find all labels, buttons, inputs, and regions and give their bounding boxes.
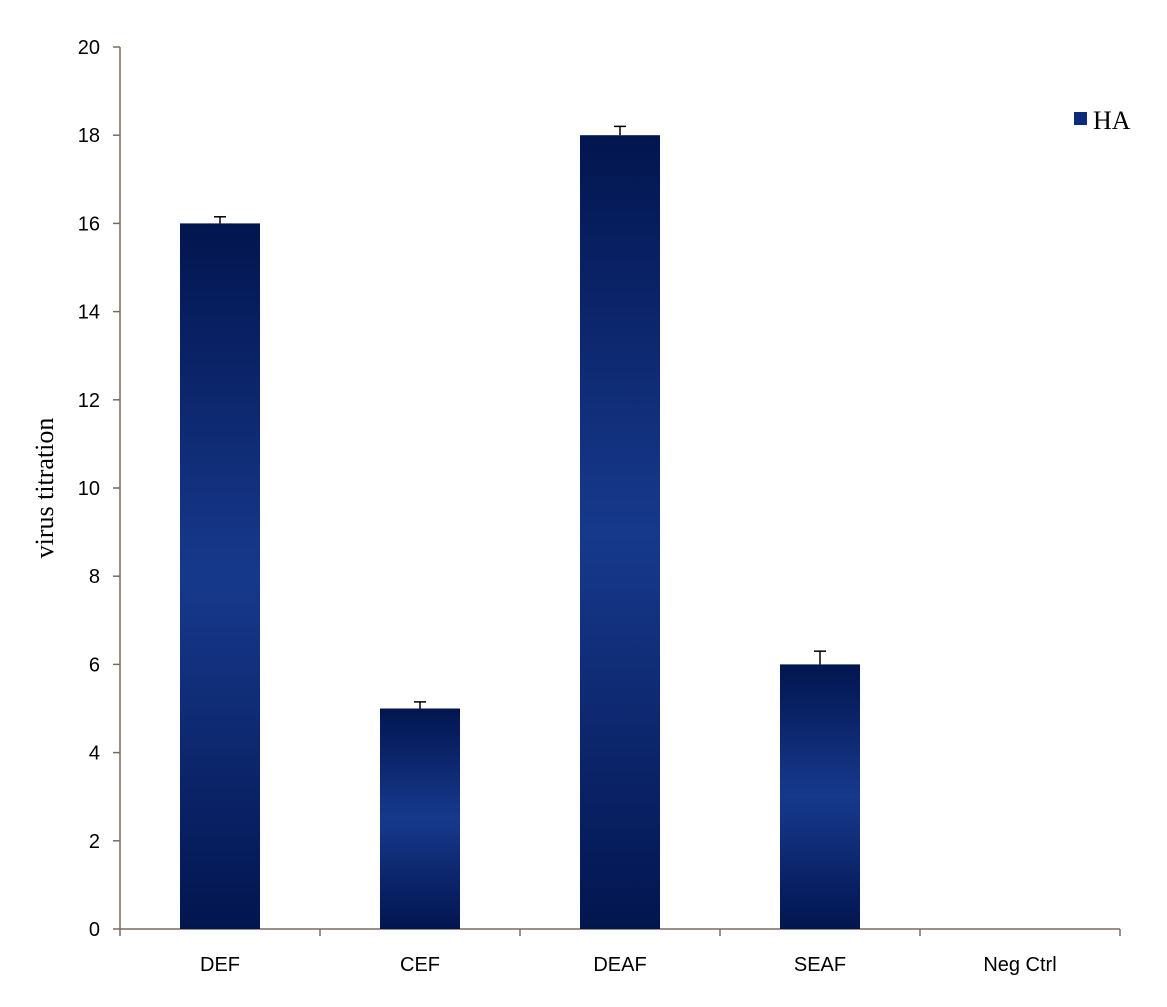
y-tick-label: 14: [78, 302, 100, 324]
y-tick-label: 0: [89, 919, 100, 941]
legend: HA: [1074, 106, 1131, 135]
y-tick-label: 20: [78, 37, 100, 59]
x-tick-label: Neg Ctrl: [983, 954, 1056, 976]
y-tick-label: 4: [89, 743, 100, 765]
bar-def: [180, 223, 260, 929]
y-tick-label: 6: [89, 654, 100, 676]
legend-label-ha: HA: [1093, 106, 1131, 135]
y-tick-label: 2: [89, 831, 100, 853]
y-axis-title: virus titration: [30, 418, 59, 559]
bar-cef: [380, 708, 460, 929]
bar-seaf: [780, 664, 860, 929]
y-tick-label: 16: [78, 213, 100, 235]
x-tick-label: SEAF: [794, 954, 846, 976]
x-tick-label: CEF: [400, 954, 440, 976]
bar-deaf: [580, 135, 660, 929]
y-tick-label: 8: [89, 566, 100, 588]
y-tick-label: 12: [78, 390, 100, 412]
legend-swatch-ha: [1074, 112, 1087, 125]
y-tick-label: 18: [78, 125, 100, 147]
x-tick-label: DEF: [200, 954, 240, 976]
x-tick-label: DEAF: [593, 954, 646, 976]
y-tick-label: 10: [78, 478, 100, 500]
